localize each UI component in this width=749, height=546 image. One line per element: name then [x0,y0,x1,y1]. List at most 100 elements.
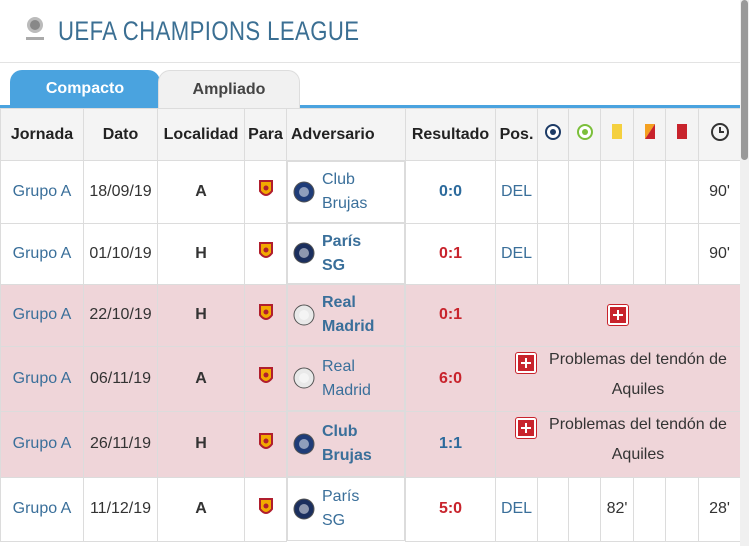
injury-cell: Problemas del tendón de Aquiles [495,345,741,412]
venue: H [157,222,245,285]
opponent-crest [292,432,316,456]
venue: A [157,476,245,542]
stat-asistencias [568,160,601,224]
stat-rojas [665,160,699,224]
injury-icon [515,351,537,374]
match-row: Grupo A 06/11/19 A Real Madrid 6:0 Problemas … [0,345,741,412]
assists-icon [568,108,601,161]
opponent-crest [292,241,316,265]
injury-icon [607,304,629,326]
stat-minutos: 28' [698,476,741,542]
col-header[interactable]: Para [244,108,287,161]
scrollbar[interactable] [740,0,749,546]
date: 26/11/19 [83,410,158,478]
opponent: Real Madrid [287,346,405,411]
match-row: Grupo A 18/09/19 A Club Brujas 0:0 DEL 90' [0,160,741,224]
col-header[interactable]: Adversario [286,108,406,161]
col-header[interactable]: Resultado [405,108,496,161]
header-row: Jornada Dato Localidad Para Adversario R… [0,108,741,161]
opponent-name[interactable]: París SG [322,232,362,274]
result: 1:1 [405,410,496,478]
second-yellow-icon [633,108,666,161]
date: 11/12/19 [83,476,158,542]
opponent: París SG [287,223,405,284]
match-row: Grupo A 01/10/19 H París SG 0:1 DEL 90' [0,222,741,285]
group-link[interactable]: Grupo A [0,345,84,412]
group-link[interactable]: Grupo A [0,160,84,224]
injury: Problemas del tendón de Aquiles [496,416,740,470]
match-table: Jornada Dato Localidad Para Adversario R… [0,108,741,542]
minutes-icon [698,108,741,161]
match-row: Grupo A 26/11/19 H Club Brujas 1:1 Problemas … [0,410,741,478]
tab[interactable]: Ampliado [158,70,300,109]
opponent: Real Madrid [287,284,405,346]
opponent-name[interactable]: Club Brujas [322,171,368,212]
opponent: Club Brujas [287,411,405,477]
injury-note: Problemas del tendón de Aquiles [549,416,727,463]
opponent-name[interactable]: París SG [322,488,360,529]
team-crest [244,222,287,285]
goals-icon [537,108,569,161]
venue: A [157,345,245,412]
position: DEL [495,160,538,224]
opponent: París SG [287,477,405,541]
team-crest [244,410,287,478]
stat-amarillas: 82' [600,476,634,542]
team-crest [244,283,287,347]
position: DEL [495,222,538,285]
stat-minutos: 90' [698,222,741,285]
col-header[interactable]: Localidad [157,108,245,161]
result: 0:1 [405,283,496,347]
stat-amarilla-roja [633,222,666,285]
group-link[interactable]: Grupo A [0,222,84,285]
date: 06/11/19 [83,345,158,412]
group-link[interactable]: Grupo A [0,476,84,542]
stat-goles [537,160,569,224]
venue: H [157,410,245,478]
opponent-crest [292,180,316,204]
stat-amarillas [600,160,634,224]
result: 6:0 [405,345,496,412]
stat-goles [537,476,569,542]
injury-cell: Problemas del tendón de Aquiles [495,410,741,478]
col-header[interactable]: Dato [83,108,158,161]
stat-asistencias [568,476,601,542]
injury-icon [515,417,537,439]
stat-amarillas [600,222,634,285]
date: 18/09/19 [83,160,158,224]
team-crest [244,160,287,224]
group-link[interactable]: Grupo A [0,410,84,478]
opponent-name[interactable]: Club Brujas [322,423,372,464]
position: DEL [495,476,538,542]
opponent-crest [292,366,316,390]
opponent-name[interactable]: Real Madrid [322,294,375,335]
opponent: Club Brujas [287,161,405,223]
group-link[interactable]: Grupo A [0,283,84,347]
team-crest [244,476,287,542]
injury [496,304,740,326]
col-header[interactable]: Pos. [495,108,538,161]
match-row: Grupo A 11/12/19 A París SG 5:0 DEL 82' 28' [0,476,741,542]
team-crest [244,345,287,412]
stat-rojas [665,476,699,542]
stat-amarilla-roja [633,476,666,542]
title: UEFA CHAMPIONS LEAGUE [58,16,360,46]
match-row: Grupo A 22/10/19 H Real Madrid 0:1 [0,283,741,347]
opponent-name[interactable]: Real Madrid [322,357,371,399]
tab[interactable]: Compacto [10,70,160,108]
stat-asistencias [568,222,601,285]
result: 5:0 [405,476,496,542]
injury: Problemas del tendón de Aquiles [496,351,740,405]
result: 0:0 [405,160,496,224]
col-header[interactable]: Jornada [0,108,84,161]
red-card-icon [665,108,699,161]
opponent-crest [292,497,316,521]
venue: H [157,283,245,347]
date: 22/10/19 [83,283,158,347]
stat-rojas [665,222,699,285]
result: 0:1 [405,222,496,285]
stat-minutos: 90' [698,160,741,224]
scrollbar-thumb[interactable] [741,0,748,160]
title-bar: UEFA CHAMPIONS LEAGUE [0,0,740,63]
